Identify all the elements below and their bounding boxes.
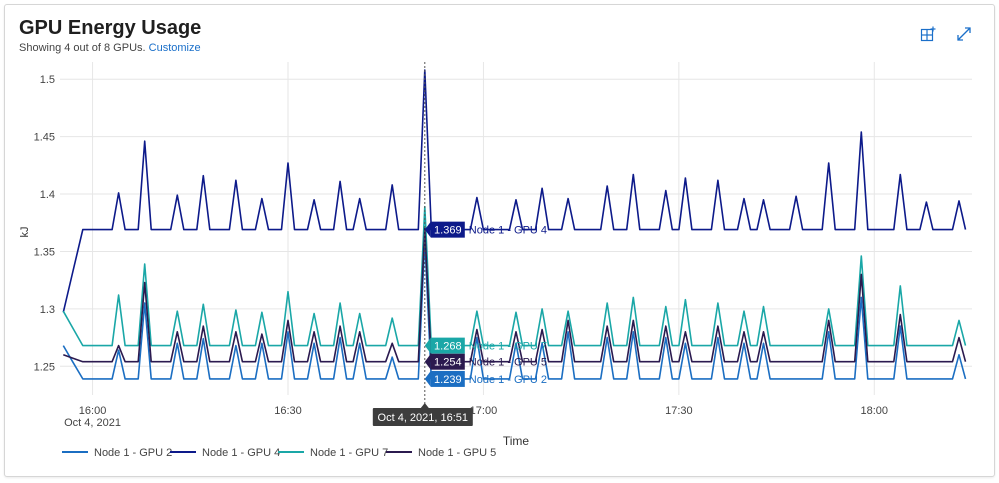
hover-label-1: 1.268 Node 1 - GPU 7 (424, 337, 547, 354)
subtitle-text: Showing 4 out of 8 GPUs. (19, 42, 146, 54)
hover-value: 1.254 (434, 357, 462, 369)
hover-value: 1.268 (434, 341, 462, 353)
card-title: GPU Energy Usage (19, 17, 202, 39)
hover-label-pointer (424, 337, 431, 354)
legend-item[interactable]: Node 1 - GPU 5 (386, 447, 496, 459)
x-tick-sublabel: Oct 4, 2021 (64, 417, 121, 429)
y-tick-label: 1.25 (34, 361, 55, 373)
hover-series-name: Node 1 - GPU 2 (469, 374, 547, 386)
x-tick-label: 17:00 (470, 405, 498, 417)
hover-tooltip-layer: 1.369 Node 1 - GPU 41.268 Node 1 - GPU 71.… (372, 62, 547, 426)
hover-time-pointer (420, 403, 429, 408)
hover-label-2: 1.254 Node 1 - GPU 5 (424, 353, 547, 370)
legend-item[interactable]: Node 1 - GPU 4 (170, 447, 280, 459)
series-line-gpu-7[interactable] (62, 205, 967, 347)
add-to-dashboard-icon[interactable] (917, 23, 939, 45)
hover-value-box (430, 353, 465, 370)
series-line-gpu-5[interactable] (63, 227, 967, 363)
series-line-gpu-2[interactable] (62, 239, 967, 380)
y-tick-label: 1.3 (40, 304, 55, 316)
legend-item[interactable]: Node 1 - GPU 2 (62, 447, 172, 459)
x-tick-label: 16:30 (274, 405, 302, 417)
hover-value: 1.239 (434, 374, 462, 386)
card-subtitle: Showing 4 out of 8 GPUs. Customize (19, 42, 201, 54)
y-tick-label: 1.5 (40, 74, 55, 86)
x-tick-label: 18:00 (861, 405, 889, 417)
x-tick-label: 16:00 (79, 405, 107, 417)
x-tick-label: 17:30 (665, 405, 693, 417)
y-tick-label: 1.35 (34, 246, 55, 258)
y-axis-title: kJ (19, 227, 31, 238)
x-axis-title: Time (503, 434, 530, 448)
y-tick-label: 1.45 (34, 132, 55, 144)
legend-label: Node 1 - GPU 7 (310, 447, 388, 459)
legend-label: Node 1 - GPU 4 (202, 447, 280, 459)
series-line-gpu-4[interactable] (62, 69, 967, 313)
hover-value-box (430, 370, 465, 387)
hover-value: 1.369 (434, 225, 462, 237)
hover-time-label: Oct 4, 2021, 16:51 (378, 412, 469, 424)
chart-legend: Node 1 - GPU 2 Node 1 - GPU 4 Node 1 - GPU… (62, 447, 496, 459)
y-tick-label: 1.4 (40, 189, 55, 201)
hover-label-pointer (424, 221, 431, 238)
hover-label-3: 1.239 Node 1 - GPU 2 (424, 370, 547, 387)
hover-series-name: Node 1 - GPU 4 (469, 225, 547, 237)
expand-icon[interactable] (953, 23, 975, 45)
customize-link[interactable]: Customize (148, 42, 201, 54)
legend-label: Node 1 - GPU 5 (418, 447, 496, 459)
chart-series (62, 69, 967, 380)
legend-item[interactable]: Node 1 - GPU 7 (278, 447, 388, 459)
hover-label-pointer (424, 370, 431, 387)
gpu-energy-card: GPU Energy Usage Showing 4 out of 8 GPUs… (4, 4, 995, 477)
legend-label: Node 1 - GPU 2 (94, 447, 172, 459)
hover-label-0: 1.369 Node 1 - GPU 4 (424, 221, 547, 238)
hover-time-box (372, 408, 473, 426)
hover-value-box (430, 337, 465, 354)
hover-label-pointer (424, 353, 431, 370)
hover-series-name: Node 1 - GPU 5 (469, 357, 547, 369)
hover-value-box (430, 221, 465, 238)
hover-series-name: Node 1 - GPU 7 (469, 341, 547, 353)
